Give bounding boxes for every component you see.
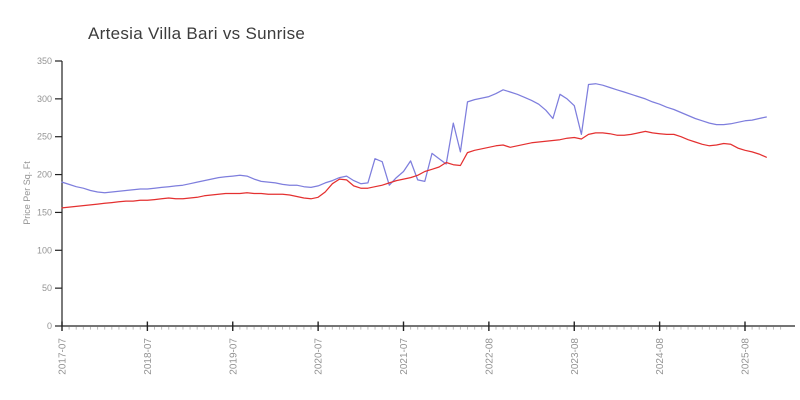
- y-tick-label: 200: [37, 170, 52, 180]
- y-tick-label: 250: [37, 132, 52, 142]
- y-axis-title: Price Per Sq. Ft: [22, 161, 32, 225]
- y-tick-label: 100: [37, 245, 52, 255]
- x-tick-label: 2025-08: [741, 338, 752, 375]
- series-line-artesia-villa-bari: [61, 83, 767, 194]
- chart-title: Artesia Villa Bari vs Sunrise: [88, 24, 306, 43]
- x-tick-label: 2024-08: [655, 338, 666, 375]
- y-tick-label: 0: [47, 321, 52, 331]
- axis-lines: [61, 61, 795, 327]
- y-tick-label: 50: [42, 283, 52, 293]
- x-tick-label: 2017-07: [58, 338, 69, 375]
- x-tick-label: 2019-07: [228, 338, 239, 375]
- y-tick-label: 350: [37, 56, 52, 66]
- x-tick-label: 2021-07: [399, 338, 410, 375]
- x-tick-label: 2022-08: [484, 338, 495, 375]
- series-line-sunrise: [61, 130, 767, 209]
- x-tick-label: 2023-08: [570, 338, 581, 375]
- x-tick-label: 2020-07: [314, 338, 325, 375]
- x-tick-label: 2018-07: [143, 338, 154, 375]
- y-tick-label: 300: [37, 94, 52, 104]
- y-tick-label: 150: [37, 207, 52, 217]
